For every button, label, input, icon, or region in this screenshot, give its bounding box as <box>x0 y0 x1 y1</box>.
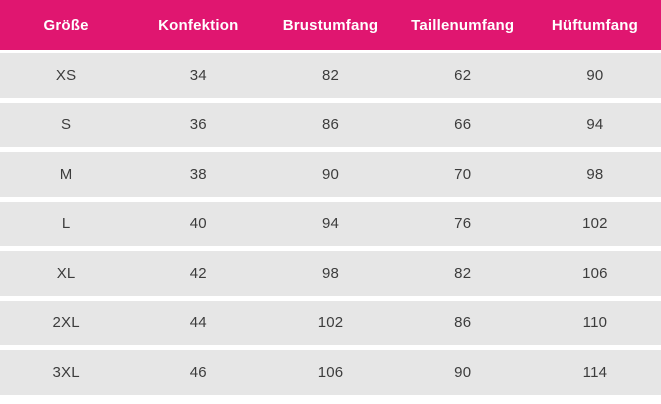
column-header: Konfektion <box>158 16 239 34</box>
table-cell: 110 <box>582 314 608 332</box>
table-cell: 34 <box>189 66 207 84</box>
size-label-cell: XL <box>56 264 76 282</box>
table-row: 2XL 44 102 86 110 <box>0 300 661 345</box>
table-cell: 70 <box>454 165 472 183</box>
size-label-cell: L <box>61 215 71 233</box>
table-row: S 36 86 66 94 <box>0 102 661 147</box>
table-cell: 106 <box>317 363 344 381</box>
table-row: 3XL 46 106 90 114 <box>0 350 661 395</box>
table-cell: 90 <box>454 363 472 381</box>
table-cell: 102 <box>582 215 608 233</box>
table-cell: 40 <box>189 215 207 233</box>
table-cell: 106 <box>582 264 608 282</box>
size-label-cell: 2XL <box>52 314 80 332</box>
table-cell: 46 <box>189 363 207 381</box>
table-cell: 98 <box>321 264 340 282</box>
table-cell: 114 <box>582 363 608 381</box>
table-cell: 90 <box>321 165 340 183</box>
table-cell: 44 <box>189 314 207 332</box>
table-cell: 62 <box>454 66 472 84</box>
table-cell: 38 <box>189 165 207 183</box>
column-header: Brustumfang <box>282 16 379 34</box>
table-cell: 90 <box>586 66 604 84</box>
table-row: XS 34 82 62 90 <box>0 53 661 98</box>
table-cell: 66 <box>454 116 472 134</box>
table-cell: 86 <box>321 116 340 134</box>
table-cell: 86 <box>454 314 472 332</box>
table-cell: 42 <box>189 264 207 282</box>
table-header-row: Größe Konfektion Brustumfang Taillenumfang H… <box>0 0 661 50</box>
table-cell: 94 <box>586 116 604 134</box>
table-body: XS 34 82 62 90 S 36 86 66 94 M 38 90 70 98 L 40 94 76 102 XL… <box>0 53 661 395</box>
size-label-cell: XS <box>55 66 77 84</box>
table-cell: 94 <box>321 215 340 233</box>
table-row: M 38 90 70 98 <box>0 152 661 197</box>
column-header: Taillenumfang <box>411 16 515 34</box>
table-row: XL 42 98 82 106 <box>0 251 661 296</box>
table-row: L 40 94 76 102 <box>0 201 661 246</box>
size-label-cell: 3XL <box>52 363 80 381</box>
table-cell: 76 <box>454 215 472 233</box>
table-cell: 98 <box>586 165 604 183</box>
column-header: Hüftumfang <box>551 16 638 34</box>
table-cell: 36 <box>189 116 207 134</box>
size-label-cell: S <box>60 116 72 134</box>
size-label-cell: M <box>59 165 73 183</box>
table-cell: 82 <box>454 264 472 282</box>
table-cell: 82 <box>321 66 340 84</box>
column-header: Größe <box>43 16 89 34</box>
table-cell: 102 <box>317 314 344 332</box>
